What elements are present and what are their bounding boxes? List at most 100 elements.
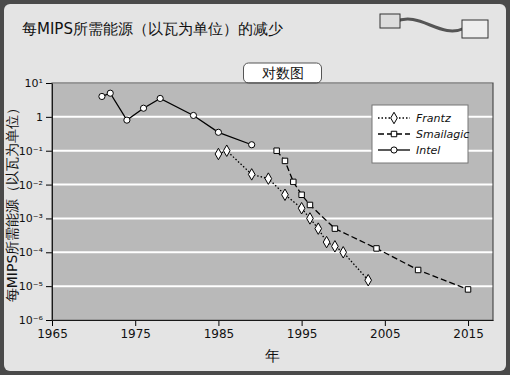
- grid-line: [52, 217, 493, 219]
- series-line: [102, 93, 252, 145]
- marker: [223, 145, 230, 156]
- marker: [315, 223, 322, 234]
- cable-wire: [395, 19, 465, 31]
- x-tick: 1995: [287, 320, 318, 341]
- legend-label: Frantz: [416, 112, 451, 125]
- grid: [52, 83, 493, 320]
- x-tick: 1975: [120, 320, 151, 341]
- marker: [249, 142, 255, 148]
- marker: [107, 90, 113, 96]
- marker: [291, 179, 296, 184]
- y-tick-label: 10⁻⁵: [19, 280, 43, 293]
- subtitle: 对数图: [262, 65, 304, 81]
- panel: [4, 4, 506, 371]
- y-tick: 10⁻¹: [19, 145, 52, 158]
- plot-frame: [52, 83, 493, 320]
- legend-marker: [391, 147, 397, 153]
- marker: [190, 112, 196, 118]
- y-tick: 1: [36, 111, 52, 124]
- y-tick-label: 10⁻⁴: [19, 246, 44, 259]
- marker: [140, 105, 146, 111]
- marker: [274, 148, 279, 153]
- marker: [374, 246, 379, 251]
- x-axis: 1965 1975 1985 1995 2005 2015: [37, 320, 493, 341]
- marker: [365, 274, 372, 285]
- marker: [215, 148, 222, 159]
- marker: [307, 202, 312, 207]
- marker: [282, 158, 287, 163]
- marker: [340, 247, 347, 258]
- marker: [299, 192, 304, 197]
- x-tick-mark: [468, 320, 469, 326]
- y-tick-mark: [46, 252, 52, 253]
- x-tick-mark: [302, 320, 303, 326]
- y-axis-title: 每MIPS所需能源（以瓦为单位）: [4, 101, 20, 303]
- legend: Frantz Smailagic Intel: [372, 105, 469, 163]
- marker: [465, 287, 470, 292]
- y-tick-mark: [46, 151, 52, 152]
- y-tick: 10⁻²: [19, 179, 52, 192]
- marker: [282, 189, 289, 200]
- subtitle-tab: 对数图: [244, 63, 322, 83]
- y-tick: 10⁻⁴: [19, 246, 52, 259]
- y-axis: 10⁻⁶ 10⁻⁵ 10⁻⁴ 10⁻³ 10⁻² 10⁻¹ 1 10¹: [19, 77, 53, 327]
- x-tick: 2015: [453, 320, 484, 341]
- marks: [99, 90, 471, 292]
- marker: [265, 173, 272, 184]
- series-line: [277, 151, 468, 290]
- marker: [332, 226, 337, 231]
- x-tick: 1985: [204, 320, 235, 341]
- x-tick-label: 1975: [120, 327, 151, 341]
- cable-plug: [380, 14, 400, 28]
- x-tick-mark: [52, 320, 53, 326]
- x-axis-title: 年: [265, 347, 280, 365]
- legend-label: Smailagic: [416, 128, 469, 141]
- legend-marker: [391, 112, 398, 123]
- y-tick: 10¹: [25, 77, 52, 90]
- x-tick-mark: [218, 320, 219, 326]
- marker: [332, 241, 339, 252]
- marker: [157, 95, 163, 101]
- x-tick-mark: [385, 320, 386, 326]
- series-line: [218, 151, 368, 280]
- legend-marker: [391, 131, 396, 136]
- grid-line: [52, 184, 493, 186]
- y-tick-label: 10⁻²: [19, 179, 43, 192]
- marker: [99, 93, 105, 99]
- y-tick-mark: [46, 218, 52, 219]
- marker: [124, 117, 130, 123]
- title: 每MIPS所需能源（以瓦为单位）的减少: [22, 20, 283, 38]
- y-tick: 10⁻³: [19, 212, 52, 225]
- y-tick-label: 10⁻³: [19, 212, 43, 225]
- x-tick-label: 1965: [37, 327, 68, 341]
- grid-line: [52, 251, 493, 253]
- y-tick-mark: [46, 185, 52, 186]
- grid-line: [52, 285, 493, 287]
- marker: [323, 236, 330, 247]
- x-tick-mark: [135, 320, 136, 326]
- x-tick: 2005: [370, 320, 401, 341]
- marker: [307, 213, 314, 224]
- marker: [415, 267, 420, 272]
- x-tick-label: 1985: [204, 327, 235, 341]
- subtitle-box: [244, 63, 322, 83]
- plot-area: [52, 83, 493, 320]
- y-tick-label: 10⁻¹: [19, 145, 43, 158]
- y-tick-label: 10⁻⁶: [19, 314, 44, 327]
- cable-plug: [462, 20, 488, 38]
- marker: [298, 202, 305, 213]
- y-tick-mark: [46, 320, 52, 321]
- x-tick-label: 2015: [453, 327, 484, 341]
- cable-icon: [380, 14, 488, 38]
- y-tick: 10⁻⁵: [19, 280, 52, 293]
- y-tick: 10⁻⁶: [19, 314, 52, 327]
- x-tick-label: 2005: [370, 327, 401, 341]
- y-tick-label: 10¹: [25, 77, 43, 90]
- outer-frame: [0, 0, 510, 375]
- y-tick-mark: [46, 117, 52, 118]
- y-tick-mark: [46, 286, 52, 287]
- x-tick-label: 1995: [287, 327, 318, 341]
- y-tick-mark: [46, 83, 52, 84]
- y-tick-label: 1: [36, 111, 43, 124]
- legend-label: Intel: [416, 144, 440, 157]
